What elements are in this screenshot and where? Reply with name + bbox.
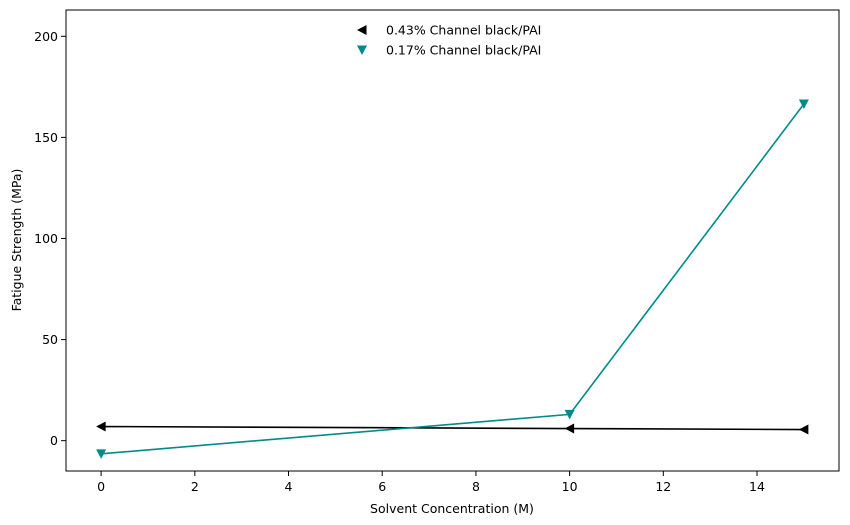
plot-content xyxy=(96,99,809,459)
y-axis: 0 50 100 150 200 xyxy=(34,29,66,448)
y-tick-label: 50 xyxy=(42,332,58,347)
legend-marker-2 xyxy=(357,45,367,55)
y-tick-label: 200 xyxy=(34,29,58,44)
x-tick-label: 10 xyxy=(562,479,578,494)
legend-marker-1 xyxy=(357,25,367,35)
series-line-1 xyxy=(101,425,804,431)
y-axis-label: Fatigue Strength (MPa) xyxy=(9,169,24,312)
legend-label-2: 0.17% Channel black/PAI xyxy=(386,43,541,58)
x-tick-label: 8 xyxy=(472,479,480,494)
series-2-point xyxy=(96,449,107,459)
x-tick-label: 2 xyxy=(191,479,199,494)
y-tick-label: 100 xyxy=(34,231,58,246)
x-axis-label: Solvent Concentration (M) xyxy=(370,501,534,516)
x-tick-label: 6 xyxy=(378,479,386,494)
x-tick-label: 12 xyxy=(655,479,671,494)
x-axis: 0 2 4 6 8 10 12 14 xyxy=(97,471,765,494)
x-tick-label: 0 xyxy=(97,479,105,494)
series-1-point xyxy=(96,421,106,432)
x-tick-label: 14 xyxy=(749,479,765,494)
y-tick-label: 0 xyxy=(50,433,58,448)
legend-label-1: 0.43% Channel black/PAI xyxy=(386,23,541,38)
plot-area-frame xyxy=(65,9,840,472)
legend: 0.43% Channel black/PAI 0.17% Channel bla… xyxy=(357,23,541,58)
series-line-2 xyxy=(101,103,805,455)
series-2-point xyxy=(798,99,809,110)
y-tick-label: 150 xyxy=(34,130,58,145)
series-2-point xyxy=(564,409,575,420)
series-1-point xyxy=(564,423,575,434)
x-tick-label: 4 xyxy=(285,479,293,494)
series-1-point xyxy=(798,424,809,435)
